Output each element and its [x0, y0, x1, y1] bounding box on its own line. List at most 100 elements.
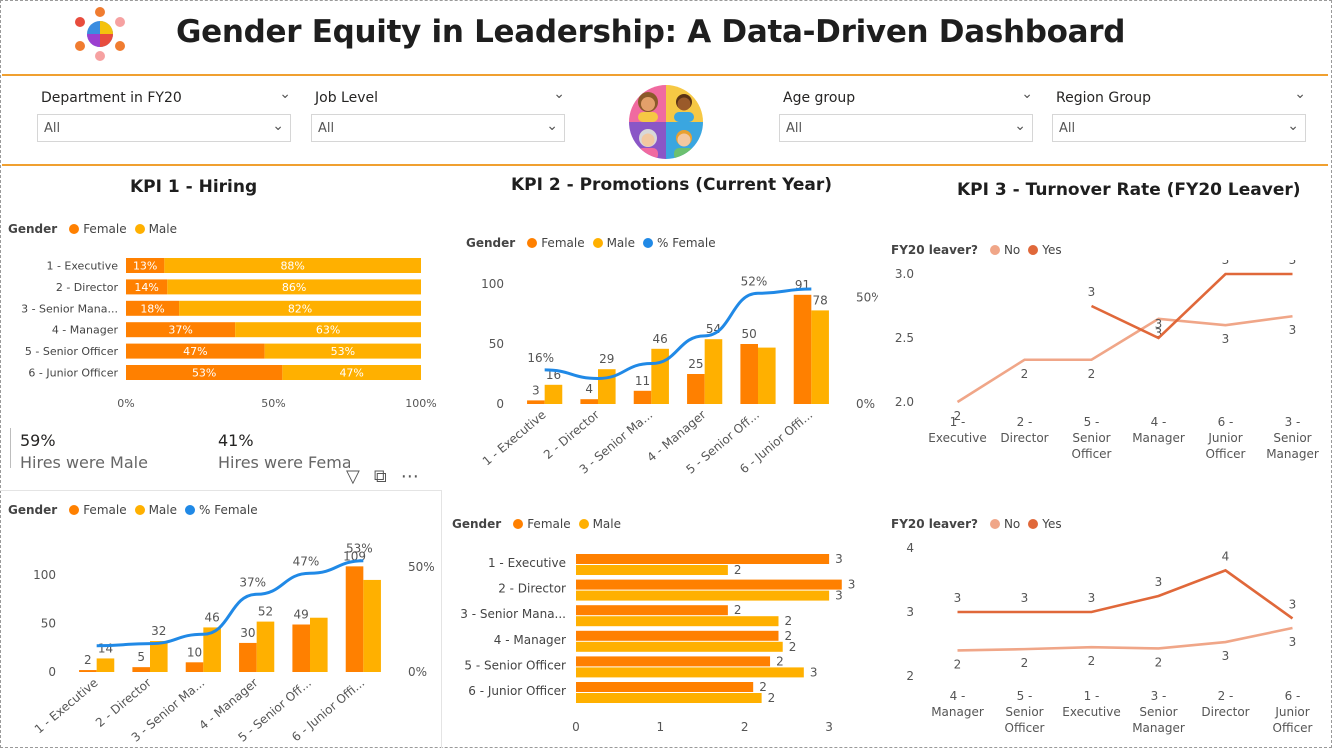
legend-turnover-2: FY20 leaver? No Yes	[891, 517, 1062, 531]
more-options-icon[interactable]: ⋯	[400, 466, 419, 487]
data-label: 47%	[183, 345, 207, 358]
data-label: 2	[954, 657, 962, 671]
chevron-down-icon[interactable]: ⌄	[272, 118, 284, 134]
visual-header: ▽ ⧉ ⋯	[346, 466, 419, 487]
data-label: 3	[1088, 591, 1096, 605]
data-label: 4	[1222, 549, 1230, 563]
legend-pct-female-dot	[643, 238, 654, 248]
data-label-male: 2	[789, 640, 797, 654]
focus-mode-icon[interactable]: ⧉	[373, 466, 387, 487]
data-label-female: 11	[635, 374, 650, 388]
turnover-line-chart-1: 2.0 2.5 3.0 1 -Executive 2 -Director 5 -Senio…	[895, 260, 1319, 461]
bar-male	[310, 617, 328, 672]
department-dropdown[interactable]: All ⌄	[37, 114, 291, 142]
y-tick-label: 100	[33, 568, 56, 582]
legend-female[interactable]: Female	[83, 222, 127, 236]
selected-visual-border	[0, 490, 442, 748]
data-label-male: 52	[258, 605, 273, 619]
legend-yes[interactable]: Yes	[1042, 517, 1062, 531]
bar-male	[651, 348, 669, 404]
legend-male[interactable]: Male	[606, 236, 636, 250]
y-tick-label: 3.0	[895, 267, 914, 281]
chevron-down-icon[interactable]: ⌄	[279, 86, 291, 102]
data-label-female: 3	[835, 552, 843, 566]
y2-tick-label: 0%	[856, 397, 875, 411]
bar-male	[282, 365, 421, 380]
category-label: 6 - Junior Officer	[468, 684, 566, 698]
x-tick-label: 4 -Manager	[1132, 415, 1185, 445]
y-tick-label: 0	[496, 397, 504, 411]
legend-hiring-combo: Gender Female Male % Female	[8, 503, 258, 517]
chevron-down-icon[interactable]: ⌄	[1287, 118, 1299, 134]
legend-male[interactable]: Male	[148, 222, 178, 236]
bar-male	[576, 667, 804, 678]
header-divider	[2, 74, 1328, 76]
data-label-male: 3	[835, 589, 843, 603]
legend-male-dot	[134, 224, 145, 234]
data-label-male: 46	[204, 610, 219, 624]
x-tick-label: 2	[741, 720, 749, 734]
region-group-dropdown[interactable]: All ⌄	[1052, 114, 1306, 142]
legend-female-dot	[527, 238, 538, 248]
kpi2-title: KPI 2 - Promotions (Current Year)	[511, 175, 832, 195]
data-label: 2	[1021, 367, 1029, 381]
bar-female	[633, 390, 652, 404]
chevron-down-icon[interactable]: ⌄	[1294, 86, 1306, 102]
bar-male	[167, 279, 421, 295]
y-tick-label: 50	[41, 617, 56, 631]
legend-yes[interactable]: Yes	[1042, 243, 1062, 257]
category-label: 5 - Senior Officer	[25, 345, 119, 358]
legend-male[interactable]: Male	[148, 503, 178, 517]
data-label: 53%	[192, 367, 216, 380]
job-level-dropdown[interactable]: All ⌄	[311, 114, 565, 142]
age-group-dropdown[interactable]: All ⌄	[779, 114, 1033, 142]
filter-icon[interactable]: ▽	[346, 466, 360, 487]
legend-female-dot	[513, 519, 524, 529]
legend-female[interactable]: Female	[541, 236, 585, 250]
data-label: 13%	[133, 260, 157, 273]
x-tick-label: 1 -Executive	[928, 415, 986, 445]
x-tick-label: 0	[572, 720, 580, 734]
filter-label: Job Level	[315, 90, 378, 106]
bar-female	[126, 343, 265, 359]
bar-male	[235, 322, 421, 338]
legend-female[interactable]: Female	[527, 517, 571, 531]
legend-pct-female[interactable]: % Female	[657, 236, 716, 250]
data-label: 2	[954, 409, 962, 423]
y2-tick-label: 50%	[408, 560, 435, 574]
people-illustration-icon	[629, 85, 703, 159]
data-label: 3	[1222, 649, 1230, 663]
data-label: 3	[1088, 285, 1096, 299]
data-label-female: 3	[532, 383, 540, 397]
line-yes	[957, 568, 1294, 620]
bar-female	[292, 624, 310, 672]
y-tick-label: 100	[481, 277, 504, 291]
data-label: 53%	[331, 345, 355, 358]
bar-female	[126, 365, 283, 380]
legend-female[interactable]: Female	[83, 503, 127, 517]
dropdown-value: All	[786, 121, 803, 136]
chevron-down-icon[interactable]: ⌄	[553, 86, 565, 102]
legend-yes-dot	[1028, 519, 1039, 529]
chevron-down-icon[interactable]: ⌄	[1021, 86, 1033, 102]
data-label-female: 2	[734, 603, 742, 617]
promotions-horizontal-bar-chart: 1 - Executive 322 - Director 333 - Senior …	[460, 552, 855, 734]
legend-male[interactable]: Male	[592, 517, 622, 531]
legend-no[interactable]: No	[1003, 243, 1021, 257]
legend-pct-female[interactable]: % Female	[199, 503, 258, 517]
logo-icon	[75, 7, 125, 61]
data-label: 3	[1289, 635, 1297, 649]
x-tick-label: 100%	[405, 397, 436, 410]
chevron-down-icon[interactable]: ⌄	[1014, 118, 1026, 134]
data-label-female: 2	[785, 629, 793, 643]
bar-female	[126, 322, 236, 338]
turnover-line-chart-2: 2 3 4 4 -Manager 5 -Senior Officer 1 -Executiv…	[906, 541, 1312, 735]
chevron-down-icon[interactable]: ⌄	[546, 118, 558, 134]
bar-female	[687, 374, 705, 404]
data-label-female: 4	[585, 382, 593, 396]
legend-no[interactable]: No	[1003, 517, 1021, 531]
y2-tick-label: 0%	[408, 665, 427, 679]
data-label-male: 2	[785, 614, 793, 628]
